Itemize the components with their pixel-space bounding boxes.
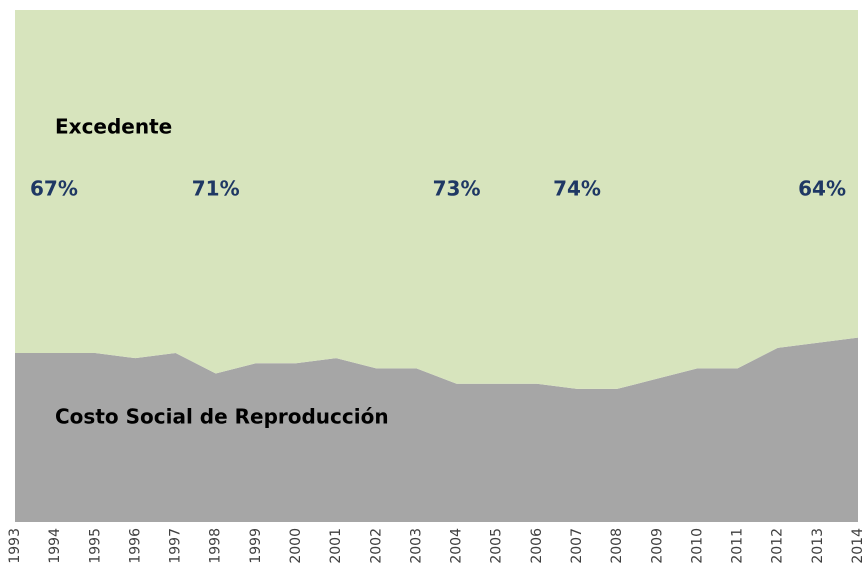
data-label: 67% <box>30 177 78 201</box>
x-tick-label: 2007 <box>569 528 585 564</box>
x-tick-label: 2000 <box>288 528 304 564</box>
data-label: 73% <box>433 177 481 201</box>
x-tick-label: 2004 <box>449 528 465 564</box>
x-tick-label: 2001 <box>328 528 344 564</box>
x-tick-label: 2002 <box>368 528 384 564</box>
data-label: 74% <box>553 177 601 201</box>
x-tick-label: 2010 <box>689 528 705 564</box>
x-tick-label: 2003 <box>408 528 424 564</box>
series-label: Costo Social de Reproducción <box>55 405 389 429</box>
x-tick-label: 2006 <box>529 528 545 564</box>
x-tick-label: 2011 <box>730 528 746 564</box>
x-tick-label: 1998 <box>208 528 224 564</box>
x-tick-label: 1999 <box>248 528 264 564</box>
area <box>15 10 858 389</box>
x-tick-label: 2013 <box>810 528 826 564</box>
data-label: 71% <box>192 177 240 201</box>
x-tick-label: 1996 <box>127 528 143 564</box>
x-tick-label: 1993 <box>7 528 23 564</box>
x-tick-label: 2014 <box>850 528 866 564</box>
x-tick-label: 2009 <box>649 528 665 564</box>
x-tick-label: 1997 <box>168 528 184 564</box>
x-tick-label: 1994 <box>47 528 63 564</box>
data-label: 64% <box>798 177 846 201</box>
x-tick-label: 2012 <box>770 528 786 564</box>
x-tick-label: 2008 <box>609 528 625 564</box>
x-tick-label: 1995 <box>87 528 103 564</box>
area <box>15 337 858 522</box>
series-label: Excedente <box>55 115 172 139</box>
x-tick-label: 2005 <box>489 528 505 564</box>
